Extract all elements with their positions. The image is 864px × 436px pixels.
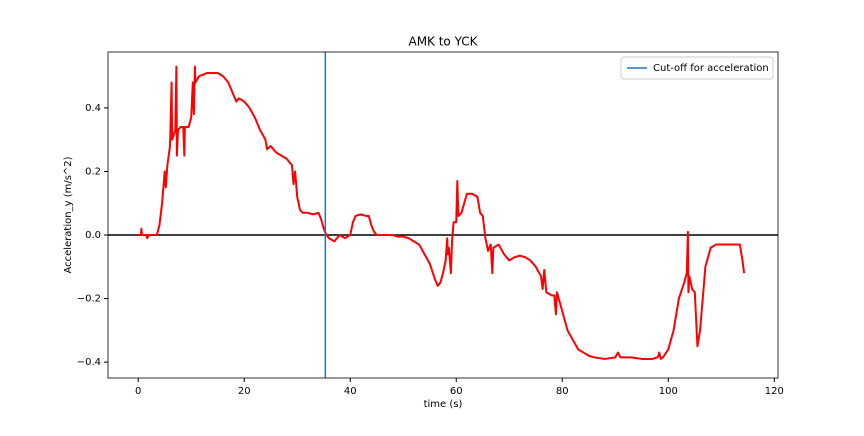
chart-title: AMK to YCK (408, 35, 478, 49)
x-tick-label: 60 (450, 386, 463, 397)
y-tick-label: 0.4 (85, 103, 101, 114)
x-tick-label: 80 (556, 386, 569, 397)
x-tick-label: 20 (238, 386, 251, 397)
y-axis-label: Acceleration_y (m/s^2) (63, 156, 74, 273)
y-tick-label: −0.4 (77, 357, 101, 368)
y-tick-label: −0.2 (77, 294, 101, 305)
x-tick-label: 100 (659, 386, 678, 397)
x-tick-label: 40 (344, 386, 357, 397)
legend-label: Cut-off for acceleration (653, 63, 769, 74)
legend-box (620, 56, 774, 80)
y-tick-label: 0.0 (85, 230, 101, 241)
y-tick-label: 0.2 (85, 166, 101, 177)
x-tick-label: 0 (135, 386, 141, 397)
x-axis-label: time (s) (424, 399, 463, 410)
x-tick-label: 120 (765, 386, 784, 397)
plot-frame (107, 51, 779, 379)
data-line (138, 65, 746, 360)
